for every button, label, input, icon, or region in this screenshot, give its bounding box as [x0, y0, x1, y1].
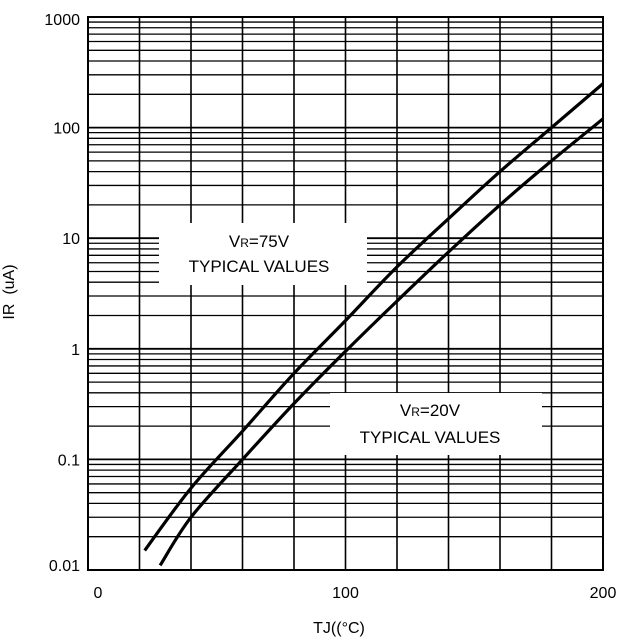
y-tick-label: 0.01: [49, 558, 80, 575]
annotation-vr20-line2: TYPICAL VALUES: [360, 428, 501, 447]
annotation-vr75-sub: R: [240, 236, 249, 250]
series-line-1: [143, 82, 605, 552]
series-line-2: [158, 117, 605, 567]
y-tick-label: 100: [53, 121, 80, 138]
annotation-vr20-value: =20V: [420, 401, 461, 420]
annotation-vr75-line1: VR=75V: [229, 232, 290, 251]
plot-frame: [87, 16, 604, 571]
annotation-vr20-box: [330, 393, 542, 455]
x-axis-label: TJ((°C): [313, 620, 365, 637]
annotation-vr20-v: V: [400, 401, 412, 420]
grid: [88, 17, 603, 570]
x-tick-label: 200: [590, 585, 617, 602]
annotation-vr75-v: V: [229, 232, 241, 251]
y-tick-label: 1: [71, 342, 80, 359]
y-tick-labels: 0.01 0.1 1 10 100 1000: [44, 12, 80, 575]
y-tick-label: 0.1: [58, 452, 80, 469]
y-axis-label: IR (uA): [1, 264, 18, 319]
annotation-vr75: VR=75V TYPICAL VALUES: [159, 223, 367, 285]
annotation-vr75-value: =75V: [249, 232, 290, 251]
annotation-vr75-line2: TYPICAL VALUES: [189, 257, 330, 276]
y-tick-label: 10: [62, 231, 80, 248]
annotation-vr20: VR=20V TYPICAL VALUES: [330, 393, 542, 455]
annotation-vr20-line1: VR=20V: [400, 401, 461, 420]
series: [143, 82, 605, 567]
y-tick-label: 1000: [44, 12, 80, 29]
x-tick-label: 100: [332, 585, 359, 602]
x-tick-label: 0: [94, 585, 103, 602]
x-tick-labels: 0 100 200: [94, 585, 617, 602]
annotation-vr20-sub: R: [411, 405, 420, 419]
annotation-vr75-box: [159, 223, 367, 285]
